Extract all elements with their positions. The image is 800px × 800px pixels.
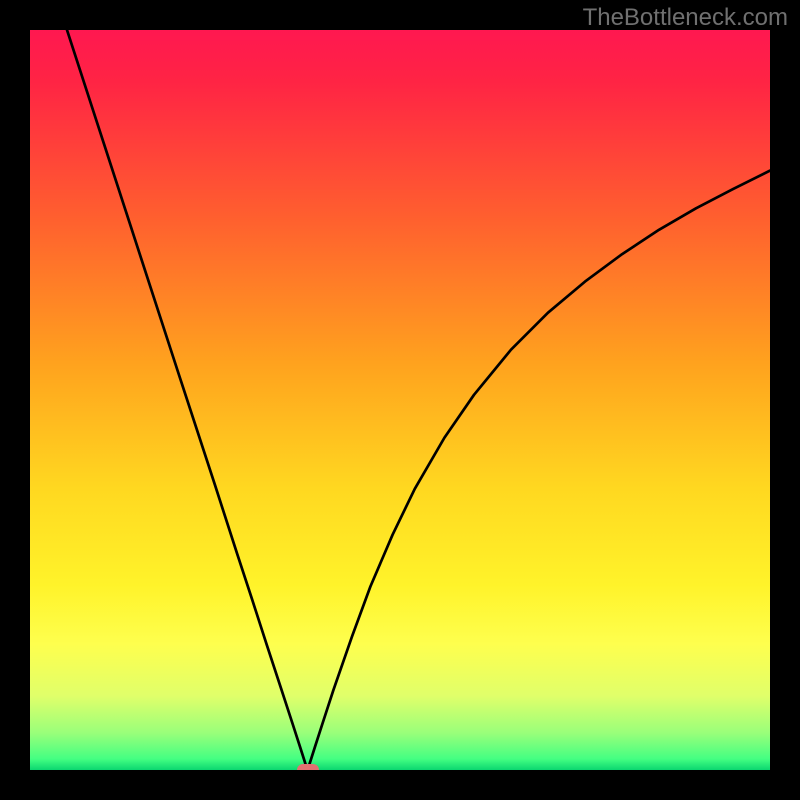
chart-plot-area bbox=[30, 30, 770, 770]
minimum-marker bbox=[297, 764, 319, 770]
watermark-text: TheBottleneck.com bbox=[583, 4, 788, 32]
curve-left-branch bbox=[67, 30, 308, 770]
bottleneck-curve bbox=[30, 30, 770, 770]
curve-right-branch bbox=[308, 171, 771, 770]
